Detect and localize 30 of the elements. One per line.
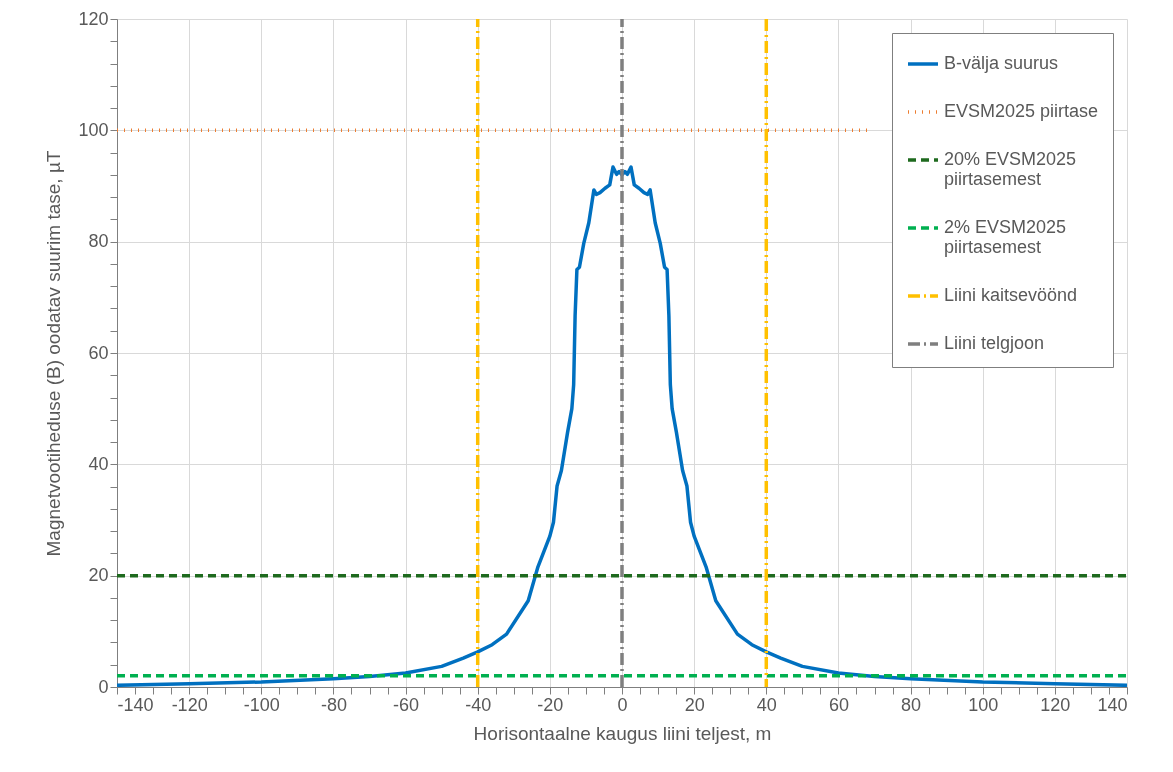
legend-label: Liini telgjoon — [944, 333, 1045, 353]
legend-label: EVSM2025 piirtase — [944, 101, 1099, 121]
x-tick-label: 80 — [901, 694, 922, 715]
x-tick-label: 100 — [968, 694, 999, 715]
legend-label: 2% EVSM2025 piirtasemest — [944, 217, 1067, 257]
x-tick-label: 20 — [684, 694, 705, 715]
x-tick-label: 60 — [828, 694, 849, 715]
y-tick-label: 80 — [88, 231, 109, 252]
x-tick-label: -40 — [465, 694, 492, 715]
x-tick-label: 0 — [617, 694, 628, 715]
legend-label: 20% EVSM2025 piirtasemest — [944, 149, 1077, 189]
x-tick-label: -100 — [243, 694, 280, 715]
y-axis-title: Magnetvootiheduse (B) oodatav suurim tase, µT — [43, 150, 65, 557]
x-tick-label: 40 — [756, 694, 777, 715]
x-tick-label: -60 — [393, 694, 420, 715]
x-tick-label: -80 — [320, 694, 347, 715]
y-tick-label: 20 — [88, 565, 109, 586]
y-tick-label: 60 — [88, 342, 109, 363]
y-tick-label: 0 — [98, 676, 109, 697]
x-tick-label: 120 — [1040, 694, 1071, 715]
legend-label: B-välja suurus — [944, 53, 1059, 73]
y-tick-label: 120 — [78, 8, 109, 29]
x-axis-title: Horisontaalne kaugus liini teljest, m — [473, 722, 772, 744]
x-tick-label: -20 — [537, 694, 564, 715]
x-tick-label: -140 — [117, 694, 154, 715]
legend-label: Liini kaitsevöönd — [944, 285, 1078, 305]
y-tick-label: 100 — [78, 119, 109, 140]
x-tick-label: -120 — [171, 694, 208, 715]
y-tick-label: 40 — [88, 453, 109, 474]
x-tick-label: 140 — [1097, 694, 1128, 715]
